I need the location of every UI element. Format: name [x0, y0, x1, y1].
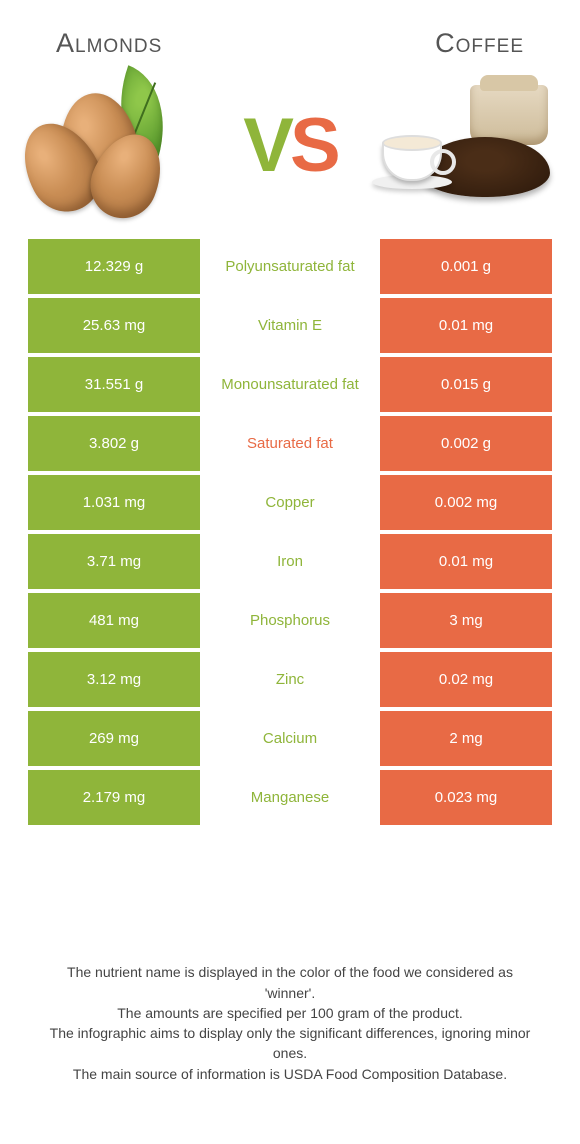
- nutrient-row: 31.551 gMonounsaturated fat0.015 g: [28, 357, 552, 412]
- nutrient-row: 12.329 gPolyunsaturated fat0.001 g: [28, 239, 552, 294]
- vs-v: V: [243, 103, 290, 188]
- footnote-line: The nutrient name is displayed in the co…: [40, 962, 540, 1003]
- footnotes: The nutrient name is displayed in the co…: [0, 962, 580, 1084]
- footnote-line: The amounts are specified per 100 gram o…: [40, 1003, 540, 1023]
- nutrient-row: 2.179 mgManganese0.023 mg: [28, 770, 552, 825]
- right-value: 0.01 mg: [380, 298, 552, 353]
- right-value: 0.023 mg: [380, 770, 552, 825]
- nutrient-label: Monounsaturated fat: [200, 357, 380, 412]
- left-value: 3.802 g: [28, 416, 200, 471]
- coffee-image: [376, 81, 556, 211]
- nutrient-label: Calcium: [200, 711, 380, 766]
- nutrient-row: 1.031 mgCopper0.002 mg: [28, 475, 552, 530]
- footnote-line: The main source of information is USDA F…: [40, 1064, 540, 1084]
- nutrient-label: Saturated fat: [200, 416, 380, 471]
- vs-s: S: [290, 103, 337, 188]
- left-value: 2.179 mg: [28, 770, 200, 825]
- nutrient-label: Polyunsaturated fat: [200, 239, 380, 294]
- header: Almonds Coffee: [0, 0, 580, 69]
- right-value: 2 mg: [380, 711, 552, 766]
- almonds-image: [24, 81, 204, 211]
- nutrient-label: Zinc: [200, 652, 380, 707]
- vs-label: VS: [243, 108, 336, 184]
- left-food-title: Almonds: [56, 28, 162, 59]
- right-value: 3 mg: [380, 593, 552, 648]
- hero-section: VS: [0, 69, 580, 239]
- nutrient-row: 481 mgPhosphorus3 mg: [28, 593, 552, 648]
- right-value: 0.001 g: [380, 239, 552, 294]
- nutrient-row: 3.802 gSaturated fat0.002 g: [28, 416, 552, 471]
- left-value: 3.12 mg: [28, 652, 200, 707]
- nutrient-label: Iron: [200, 534, 380, 589]
- left-value: 3.71 mg: [28, 534, 200, 589]
- left-value: 31.551 g: [28, 357, 200, 412]
- left-value: 1.031 mg: [28, 475, 200, 530]
- right-value: 0.002 g: [380, 416, 552, 471]
- right-value: 0.02 mg: [380, 652, 552, 707]
- nutrient-label: Vitamin E: [200, 298, 380, 353]
- nutrient-label: Copper: [200, 475, 380, 530]
- nutrient-row: 25.63 mgVitamin E0.01 mg: [28, 298, 552, 353]
- footnote-line: The infographic aims to display only the…: [40, 1023, 540, 1064]
- left-value: 12.329 g: [28, 239, 200, 294]
- nutrient-row: 3.71 mgIron0.01 mg: [28, 534, 552, 589]
- nutrient-row: 3.12 mgZinc0.02 mg: [28, 652, 552, 707]
- left-value: 25.63 mg: [28, 298, 200, 353]
- nutrient-label: Manganese: [200, 770, 380, 825]
- right-food-title: Coffee: [435, 28, 524, 59]
- left-value: 481 mg: [28, 593, 200, 648]
- nutrient-label: Phosphorus: [200, 593, 380, 648]
- right-value: 0.015 g: [380, 357, 552, 412]
- right-value: 0.002 mg: [380, 475, 552, 530]
- right-value: 0.01 mg: [380, 534, 552, 589]
- nutrient-table: 12.329 gPolyunsaturated fat0.001 g25.63 …: [0, 239, 580, 825]
- left-value: 269 mg: [28, 711, 200, 766]
- nutrient-row: 269 mgCalcium2 mg: [28, 711, 552, 766]
